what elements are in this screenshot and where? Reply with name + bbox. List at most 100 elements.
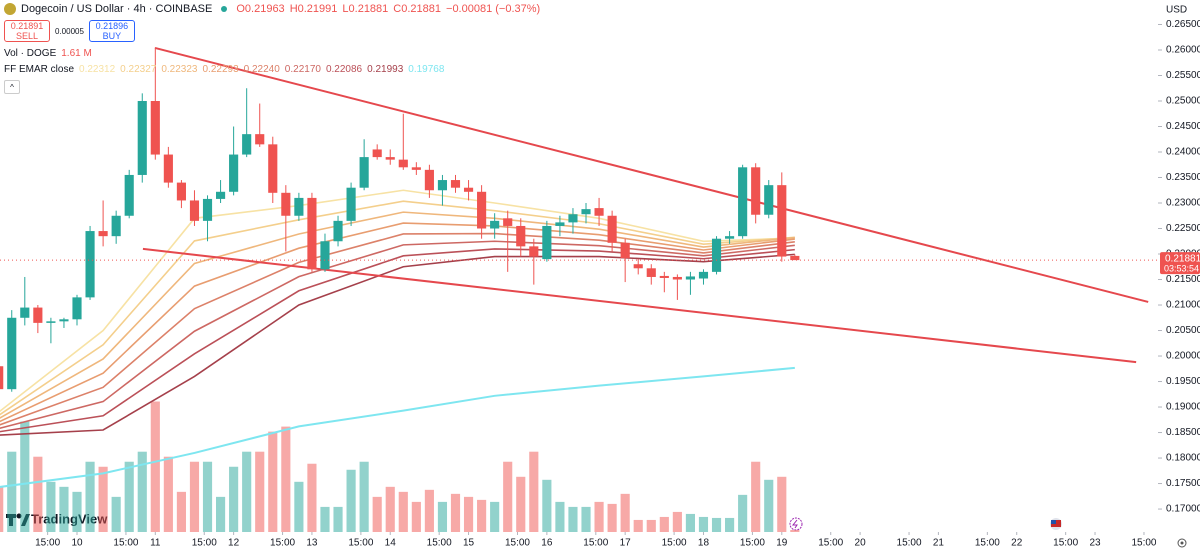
volume-bar xyxy=(659,516,669,532)
indicator-value: 0.22240 xyxy=(243,64,280,75)
y-tick-label: 0.24500 xyxy=(1166,121,1200,132)
symbol: Dogecoin / US Dollar · 4h · COINBASE xyxy=(21,3,213,15)
ohlc: L0.21881 xyxy=(342,3,389,15)
volume-bar xyxy=(255,451,265,532)
indicator-legend: FF EMAR close 0.22312 0.22327 0.22323 0.222… xyxy=(4,64,444,75)
candle-body xyxy=(307,197,317,270)
x-tick-label: 15:00 xyxy=(270,538,295,549)
volume-bar xyxy=(685,513,695,532)
candle-body xyxy=(294,197,304,216)
volume-bar xyxy=(738,494,748,532)
volume-bar xyxy=(581,506,591,532)
volume-bar xyxy=(346,469,356,532)
volume-bar xyxy=(568,506,578,532)
indicator-value: 0.22293 xyxy=(202,64,239,75)
candle-body xyxy=(555,222,565,226)
volume-bar xyxy=(437,501,448,532)
candle-body xyxy=(633,264,643,269)
x-tick-label: 15 xyxy=(463,538,475,549)
coin-icon xyxy=(4,3,16,15)
buy-label: BUY xyxy=(102,31,122,41)
volume-bar xyxy=(307,463,317,532)
candle-body xyxy=(529,246,539,257)
collapse-button[interactable]: ^ xyxy=(4,80,20,94)
volume-bar xyxy=(646,519,656,532)
sell-button[interactable]: 0.21891 SELL xyxy=(4,20,50,42)
y-tick-label: 0.26000 xyxy=(1166,45,1200,56)
candle-body xyxy=(659,275,669,278)
y-tick-label: 0.24000 xyxy=(1166,147,1200,158)
logo-text: TradingView xyxy=(31,511,108,526)
x-tick-label: 10 xyxy=(71,538,83,549)
ema-line xyxy=(0,248,795,433)
candle-body xyxy=(725,236,735,239)
volume-bar xyxy=(764,479,774,532)
candle-body xyxy=(281,192,291,216)
candle-body xyxy=(620,242,630,259)
spread: 0.00005 xyxy=(55,26,84,36)
candle-body xyxy=(359,157,369,188)
x-tick-label: 15:00 xyxy=(818,538,843,549)
y-tick-label: 0.17500 xyxy=(1166,478,1200,489)
candle-body xyxy=(33,307,43,323)
y-tick-label: 0.25000 xyxy=(1166,96,1200,107)
candle-body xyxy=(607,215,617,243)
volume-bar xyxy=(98,466,108,532)
buy-button[interactable]: 0.21896 BUY xyxy=(88,20,135,42)
volume-bar xyxy=(333,506,343,532)
ohlc: O0.21963 xyxy=(236,3,285,15)
x-tick-label: 20 xyxy=(855,538,867,549)
ema-line xyxy=(0,253,795,436)
candle-body xyxy=(490,220,500,229)
volume-bar xyxy=(163,456,173,532)
indicator-value: 0.22323 xyxy=(161,64,198,75)
x-tick-label: 12 xyxy=(228,538,240,549)
volume-bar xyxy=(372,496,382,532)
status-dot xyxy=(221,6,228,12)
symbol-row: Dogecoin / US Dollar · 4h · COINBASE O0.… xyxy=(4,3,540,15)
candle-body xyxy=(333,220,343,242)
candle-body xyxy=(124,174,134,216)
candle-body xyxy=(777,185,787,257)
volume-bar xyxy=(385,486,395,532)
x-tick-label: 11 xyxy=(150,538,161,549)
x-tick-label: 22 xyxy=(1011,538,1023,549)
y-tick-label: 0.18000 xyxy=(1166,453,1200,464)
volume-bar xyxy=(72,491,82,532)
trendline xyxy=(154,46,1149,303)
x-tick-label: 15:00 xyxy=(348,538,373,549)
candle-body xyxy=(751,167,761,215)
volume-bar xyxy=(620,493,630,532)
volume-bar xyxy=(411,501,421,532)
y-tick-label: 0.19500 xyxy=(1166,376,1200,387)
ema-line xyxy=(0,200,795,416)
volume-bar xyxy=(698,516,709,532)
candle-body xyxy=(372,149,382,158)
buy-price: 0.21896 xyxy=(95,21,129,31)
volume-bar xyxy=(124,461,134,532)
settings-icon[interactable] xyxy=(1177,538,1187,548)
x-tick-label: 15:00 xyxy=(505,538,530,549)
volume-bar xyxy=(607,503,617,532)
candle-body xyxy=(176,182,186,201)
volume-bar xyxy=(0,486,4,532)
sell-label: SELL xyxy=(15,31,39,41)
candle-body xyxy=(672,276,682,280)
price-tag-label: 0.21881 xyxy=(1165,254,1200,265)
volume-bar xyxy=(7,451,17,532)
candle-body xyxy=(424,169,434,191)
volume-bar xyxy=(555,501,565,532)
volume-bar xyxy=(176,491,186,532)
candle-body xyxy=(137,100,147,175)
candle-body xyxy=(738,167,748,237)
y-tick-label: 0.21500 xyxy=(1166,274,1200,285)
x-tick-label: 17 xyxy=(620,538,632,549)
volume-bar xyxy=(137,451,147,532)
candle-body xyxy=(189,200,200,221)
x-tick-label: 14 xyxy=(385,538,397,549)
ema-line xyxy=(0,240,795,429)
candle-body xyxy=(7,317,17,390)
volume-bar xyxy=(281,426,291,532)
y-tick-label: 0.17000 xyxy=(1166,504,1200,515)
x-tick-label: 15:00 xyxy=(113,538,138,549)
